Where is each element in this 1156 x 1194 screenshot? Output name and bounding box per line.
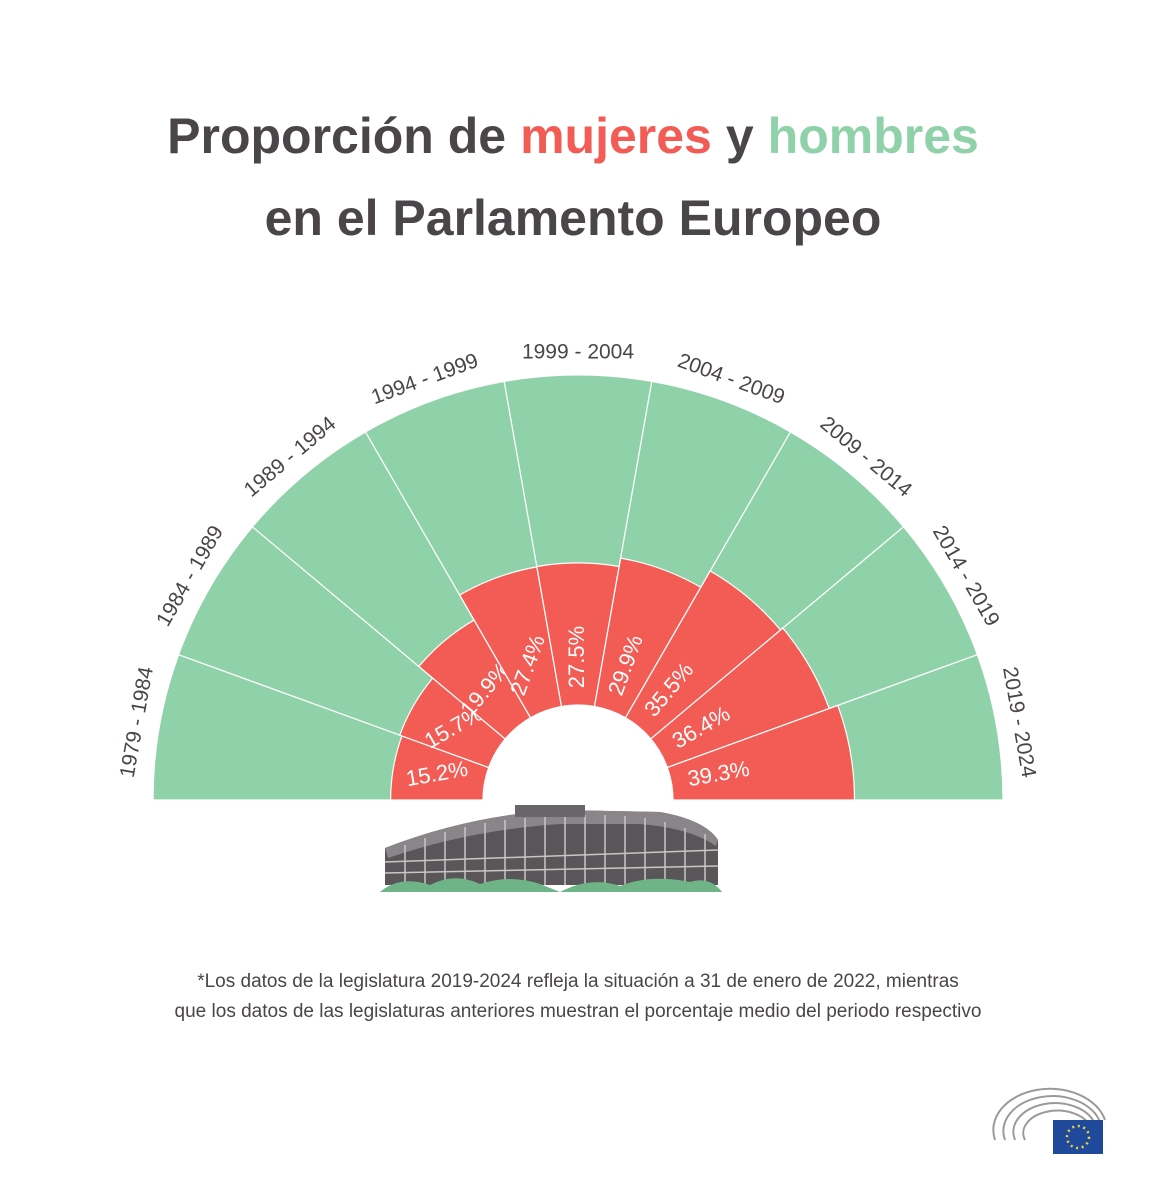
ep-logo [992, 1087, 1106, 1154]
category-label: 1999 - 2004 [522, 341, 634, 364]
title-part: y [726, 108, 754, 164]
category-label: 2019 - 2024 [998, 665, 1040, 780]
title-part: Proporción de [167, 108, 506, 164]
footnote: que los datos de las legislaturas anteri… [175, 1001, 982, 1022]
bar [666, 704, 856, 801]
building-illustration [380, 805, 722, 892]
category-label: 1979 - 1984 [116, 665, 158, 780]
title-part: mujeres [520, 108, 712, 164]
value-label: 27.5% [564, 626, 589, 688]
footnote: *Los datos de la legislatura 2019-2024 r… [197, 971, 959, 992]
chart-title-line2: en el Parlamento Europeo [265, 190, 882, 246]
title-part: hombres [768, 108, 979, 164]
chart-title: Proporción de mujeres y hombres [167, 108, 979, 164]
